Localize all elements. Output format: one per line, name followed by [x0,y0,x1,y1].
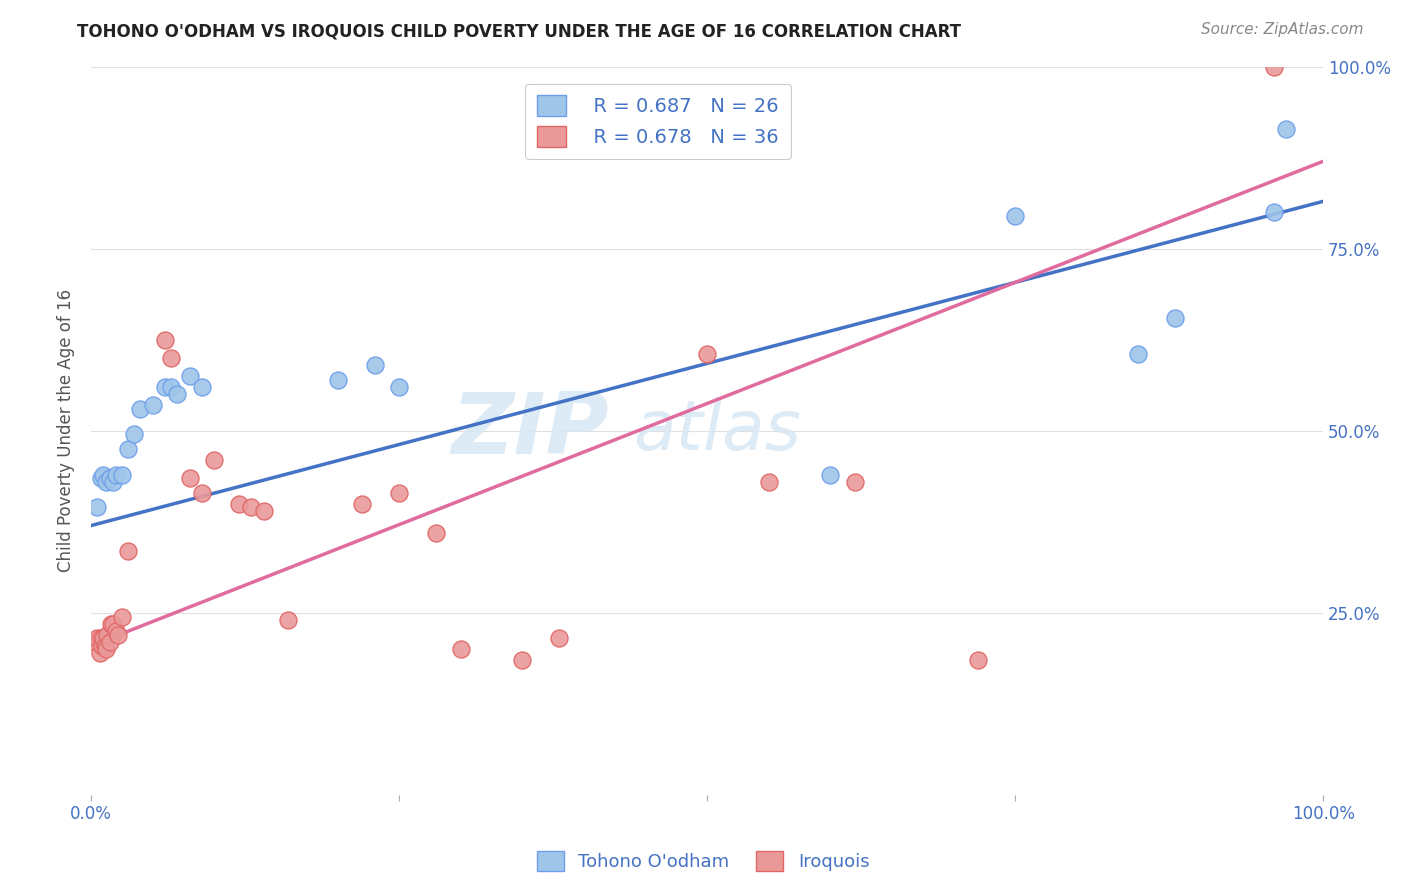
Point [326,373,349,387]
Point [1164,310,1187,325]
Point [86,632,108,646]
Point [104,624,127,639]
Point [111,609,134,624]
Point [103,475,125,489]
Point [844,475,866,489]
Point [179,369,201,384]
Legend:   R = 0.687   N = 26,   R = 0.678   N = 36: R = 0.687 N = 26, R = 0.678 N = 36 [524,84,790,159]
Point [89,646,111,660]
Text: Source: ZipAtlas.com: Source: ZipAtlas.com [1201,22,1364,37]
Point [117,442,139,456]
Text: ZIP: ZIP [451,389,609,473]
Point [696,347,718,361]
Point [388,380,411,394]
Point [153,380,176,394]
Point [253,504,276,518]
Point [166,387,188,401]
Point [548,632,571,646]
Point [160,380,183,394]
Point [93,639,115,653]
Point [967,653,990,667]
Point [1263,205,1285,219]
Point [191,485,214,500]
Point [90,632,112,646]
Point [425,525,447,540]
Point [91,639,114,653]
Point [98,635,121,649]
Point [100,616,122,631]
Point [228,497,250,511]
Y-axis label: Child Poverty Under the Age of 16: Child Poverty Under the Age of 16 [58,289,75,573]
Point [758,475,780,489]
Point [86,500,108,515]
Point [90,471,112,485]
Point [94,475,117,489]
Point [160,351,183,365]
Point [240,500,263,515]
Point [104,467,127,482]
Point [107,628,129,642]
Point [352,497,374,511]
Point [122,427,145,442]
Point [103,616,125,631]
Point [363,358,385,372]
Point [153,333,176,347]
Legend: Tohono O'odham, Iroquois: Tohono O'odham, Iroquois [529,844,877,879]
Point [96,628,118,642]
Point [83,635,105,649]
Point [512,653,534,667]
Point [117,544,139,558]
Point [388,485,411,500]
Point [1128,347,1150,361]
Point [1263,60,1285,74]
Point [1275,121,1298,136]
Point [93,632,115,646]
Text: TOHONO O'ODHAM VS IROQUOIS CHILD POVERTY UNDER THE AGE OF 16 CORRELATION CHART: TOHONO O'ODHAM VS IROQUOIS CHILD POVERTY… [77,22,962,40]
Point [820,467,842,482]
Point [111,467,134,482]
Point [129,401,152,416]
Point [94,642,117,657]
Point [450,642,472,657]
Text: atlas: atlas [633,397,801,465]
Point [179,471,201,485]
Point [1004,209,1026,223]
Point [98,471,121,485]
Point [93,467,115,482]
Point [202,453,225,467]
Point [191,380,214,394]
Point [277,613,299,627]
Point [142,398,165,412]
